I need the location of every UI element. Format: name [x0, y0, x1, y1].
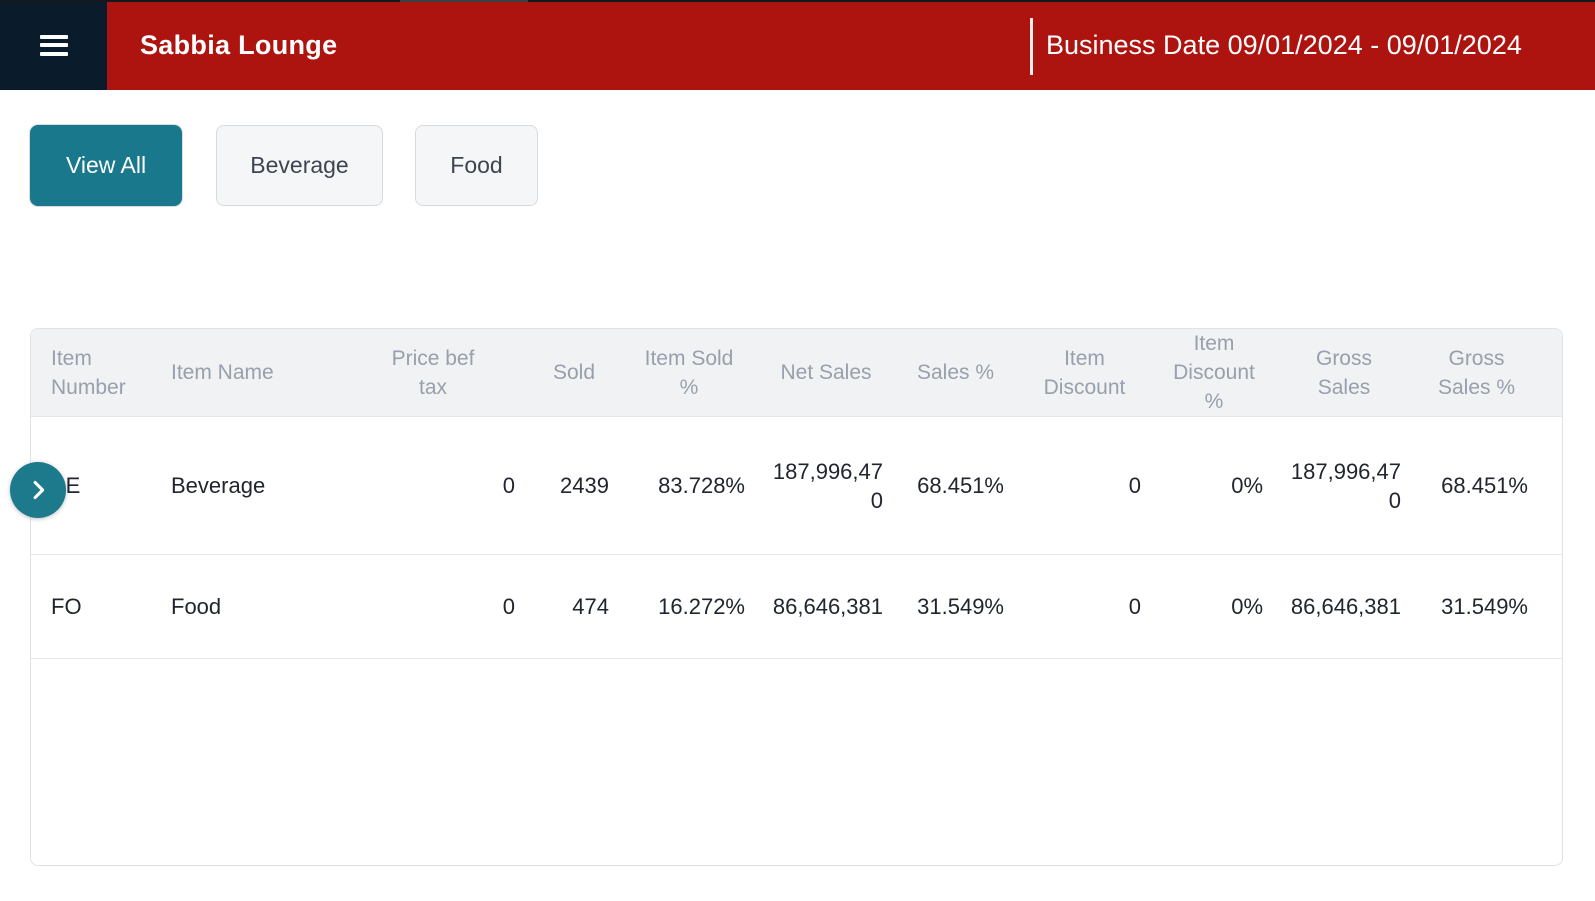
filter-bar: View All Beverage Food	[0, 125, 1595, 206]
col-item-discount: Item Discount	[1016, 329, 1153, 417]
browser-edge-strip	[0, 0, 1595, 2]
col-item-sold-pct: Item Sold %	[621, 329, 757, 417]
cell-item-name: Food	[159, 554, 339, 659]
cell-item-discount-pct: 0%	[1153, 554, 1275, 659]
app-bar: Sabbia Lounge Business Date 09/01/2024 -…	[0, 0, 1595, 90]
hamburger-icon	[39, 34, 68, 56]
col-gross-sales-pct: Gross Sales %	[1413, 329, 1562, 417]
col-item-number: Item Number	[31, 329, 159, 417]
business-date: Business Date 09/01/2024 - 09/01/2024	[1046, 29, 1522, 60]
cell-item-discount: 0	[1016, 554, 1153, 659]
cell-sales-pct: 68.451%	[895, 416, 1016, 555]
col-item-name: Item Name	[159, 329, 339, 417]
cell-price-bef-tax: 0	[339, 554, 527, 659]
col-net-sales: Net Sales	[757, 329, 895, 417]
cell-gross-sales: 187,996,470	[1275, 416, 1413, 555]
cell-price-bef-tax: 0	[339, 416, 527, 555]
col-sold: Sold	[527, 329, 621, 417]
cell-item-sold-pct: 16.272%	[621, 554, 757, 659]
cell-sold: 474	[527, 554, 621, 659]
filter-beverage-button[interactable]: Beverage	[216, 125, 383, 206]
expand-row-button[interactable]	[10, 462, 66, 518]
cell-net-sales: 187,996,470	[757, 416, 895, 555]
table-empty-area	[31, 658, 1562, 865]
table-header: Item Number Item Name Price bef tax Sold	[31, 329, 1562, 417]
col-item-discount-pct: Item Discount %	[1153, 329, 1275, 417]
sales-table-card: Item Number Item Name Price bef tax Sold	[30, 328, 1563, 866]
menu-button[interactable]	[0, 0, 107, 90]
cell-item-sold-pct: 83.728%	[621, 416, 757, 555]
table-row-food: FO Food 0 474 16.272% 86,646,381 31.549%…	[31, 554, 1562, 659]
cell-net-sales: 86,646,381	[757, 554, 895, 659]
cell-gross-sales-pct: 68.451%	[1413, 416, 1562, 555]
sales-table: Item Number Item Name Price bef tax Sold	[31, 329, 1562, 865]
table-row-beverage: BE Beverage 0 2439 83.728% 187,996,470 6…	[31, 416, 1562, 555]
col-sales-pct: Sales %	[895, 329, 1016, 417]
cell-sales-pct: 31.549%	[895, 554, 1016, 659]
chevron-right-icon	[33, 480, 45, 500]
header-divider	[1030, 18, 1033, 75]
cell-item-discount: 0	[1016, 416, 1153, 555]
browser-edge-strip-segment	[400, 0, 528, 2]
cell-gross-sales: 86,646,381	[1275, 554, 1413, 659]
col-gross-sales: Gross Sales	[1275, 329, 1413, 417]
cell-item-number: FO	[31, 554, 159, 659]
cell-sold: 2439	[527, 416, 621, 555]
filter-food-button[interactable]: Food	[415, 125, 538, 206]
cell-item-name: Beverage	[159, 416, 339, 555]
filter-view-all-button[interactable]: View All	[30, 125, 182, 206]
page-title: Sabbia Lounge	[140, 29, 338, 60]
cell-gross-sales-pct: 31.549%	[1413, 554, 1562, 659]
col-price-bef-tax: Price bef tax	[339, 329, 527, 417]
cell-item-discount-pct: 0%	[1153, 416, 1275, 555]
